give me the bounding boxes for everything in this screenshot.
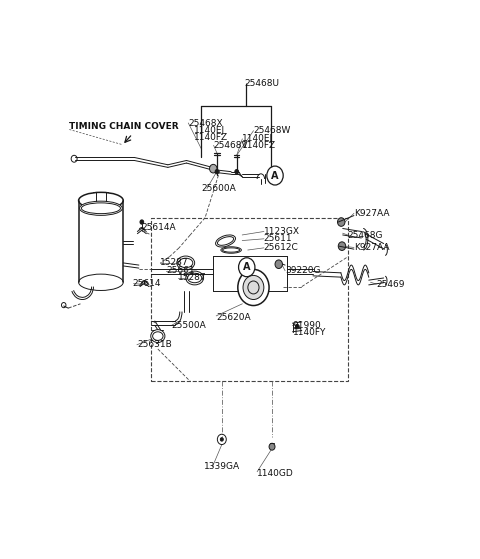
Text: 25631B: 25631B (137, 340, 172, 349)
Circle shape (220, 438, 223, 441)
Text: 25468V: 25468V (214, 141, 248, 150)
Text: 15287: 15287 (178, 273, 207, 282)
Text: 25468U: 25468U (244, 79, 279, 88)
Bar (151, 217, 348, 381)
Text: A: A (243, 262, 251, 272)
Text: 1140FY: 1140FY (292, 328, 326, 337)
Text: 1140EJ: 1140EJ (194, 126, 225, 135)
Ellipse shape (216, 235, 236, 247)
Text: 25469: 25469 (376, 280, 405, 288)
Text: 1140FZ: 1140FZ (242, 141, 276, 150)
Text: 25468W: 25468W (253, 126, 291, 135)
Circle shape (210, 164, 217, 173)
Text: 1123GX: 1123GX (264, 227, 300, 236)
Text: 25661: 25661 (166, 266, 195, 275)
Text: 1140FZ: 1140FZ (194, 133, 228, 142)
Text: 25468X: 25468X (188, 119, 223, 127)
Text: 25500A: 25500A (172, 321, 206, 330)
Text: 25611: 25611 (264, 234, 292, 243)
Ellipse shape (177, 256, 195, 270)
Text: K927AA: K927AA (354, 209, 389, 218)
Circle shape (338, 242, 346, 250)
Circle shape (267, 166, 283, 185)
Text: 91990: 91990 (292, 321, 321, 330)
Text: 25614: 25614 (132, 279, 161, 288)
Circle shape (215, 169, 219, 174)
Text: 1140EJ: 1140EJ (242, 135, 274, 144)
Circle shape (275, 260, 282, 268)
Text: 39220G: 39220G (285, 266, 321, 275)
Circle shape (238, 269, 269, 306)
Text: 25612C: 25612C (264, 243, 299, 252)
Ellipse shape (186, 271, 204, 285)
Text: K927AA: K927AA (354, 243, 389, 252)
Circle shape (337, 217, 345, 226)
Text: 15287: 15287 (160, 258, 189, 267)
Text: A: A (271, 170, 279, 181)
Text: 25468G: 25468G (348, 231, 383, 240)
Text: 25600A: 25600A (202, 184, 236, 193)
Ellipse shape (221, 247, 241, 253)
Ellipse shape (80, 201, 122, 215)
Circle shape (269, 443, 275, 450)
Text: 1339GA: 1339GA (204, 462, 240, 471)
Circle shape (296, 324, 299, 329)
Circle shape (239, 258, 255, 277)
Circle shape (140, 220, 144, 224)
Circle shape (243, 276, 264, 300)
Ellipse shape (151, 330, 165, 343)
Text: TIMING CHAIN COVER: TIMING CHAIN COVER (69, 122, 179, 131)
Text: 25614A: 25614A (142, 222, 177, 231)
Text: 1140GD: 1140GD (257, 470, 294, 479)
Text: 25620A: 25620A (216, 313, 251, 322)
Circle shape (235, 169, 239, 174)
